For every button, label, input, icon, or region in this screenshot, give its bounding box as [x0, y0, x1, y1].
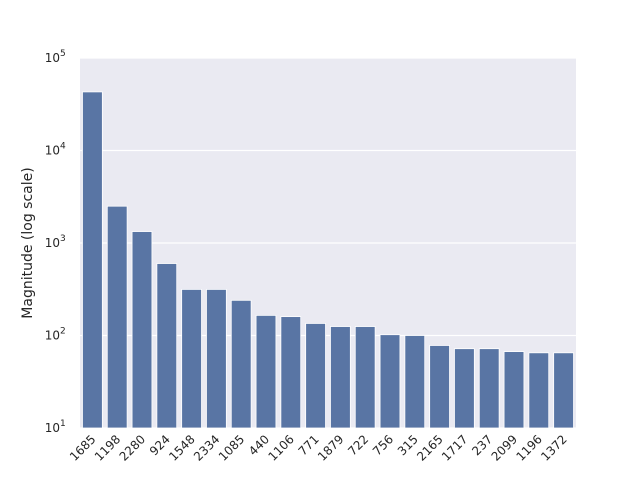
bar	[156, 263, 178, 429]
bar	[354, 326, 376, 429]
x-tick-label: 1879	[315, 432, 346, 463]
y-tick-label: 10	[45, 329, 60, 343]
bar	[206, 289, 227, 429]
bar	[330, 326, 351, 429]
bar	[181, 289, 202, 429]
x-tick-label: 1372	[538, 432, 569, 463]
y-tick-exponent: 4	[60, 142, 66, 152]
x-tick-label: 1196	[513, 432, 544, 463]
y-tick-exponent: 2	[60, 327, 66, 337]
x-tick-label: 1085	[216, 432, 247, 463]
y-tick-label: 10	[45, 421, 60, 435]
x-tick-label: 2099	[489, 432, 520, 463]
x-tick-label: 1548	[166, 432, 197, 463]
bar	[379, 334, 401, 429]
x-tick-label: 1106	[265, 432, 296, 463]
x-tick-label: 722	[345, 432, 371, 458]
x-tick-label: 1717	[439, 432, 470, 463]
bar	[230, 299, 252, 429]
y-axis-label: Magnitude (log scale)	[20, 167, 36, 318]
y-tick-exponent: 3	[60, 234, 66, 244]
x-axis-ticks: 1685119822809241548233410854401106771187…	[67, 432, 570, 463]
y-tick-exponent: 1	[60, 419, 66, 429]
bar	[528, 352, 550, 429]
x-tick-label: 2334	[191, 432, 222, 463]
bar	[280, 316, 302, 429]
bar	[305, 323, 326, 429]
y-tick-label: 10	[45, 144, 60, 158]
bar	[553, 352, 574, 429]
bar	[106, 205, 128, 429]
bar	[82, 91, 103, 429]
x-tick-label: 1198	[92, 432, 123, 463]
y-tick-exponent: 5	[60, 49, 66, 59]
x-tick-label: 2280	[117, 432, 148, 463]
bar	[131, 231, 153, 429]
x-tick-label: 756	[370, 432, 396, 458]
y-tick-label: 10	[45, 51, 60, 65]
bar	[255, 314, 277, 429]
bar	[404, 335, 426, 429]
bars	[82, 91, 574, 429]
bar	[503, 351, 525, 429]
y-tick-label: 10	[45, 236, 60, 250]
bar	[478, 348, 500, 429]
bar	[429, 345, 450, 429]
bar	[454, 348, 475, 429]
x-tick-label: 1685	[67, 432, 98, 463]
x-tick-label: 2165	[414, 432, 445, 463]
